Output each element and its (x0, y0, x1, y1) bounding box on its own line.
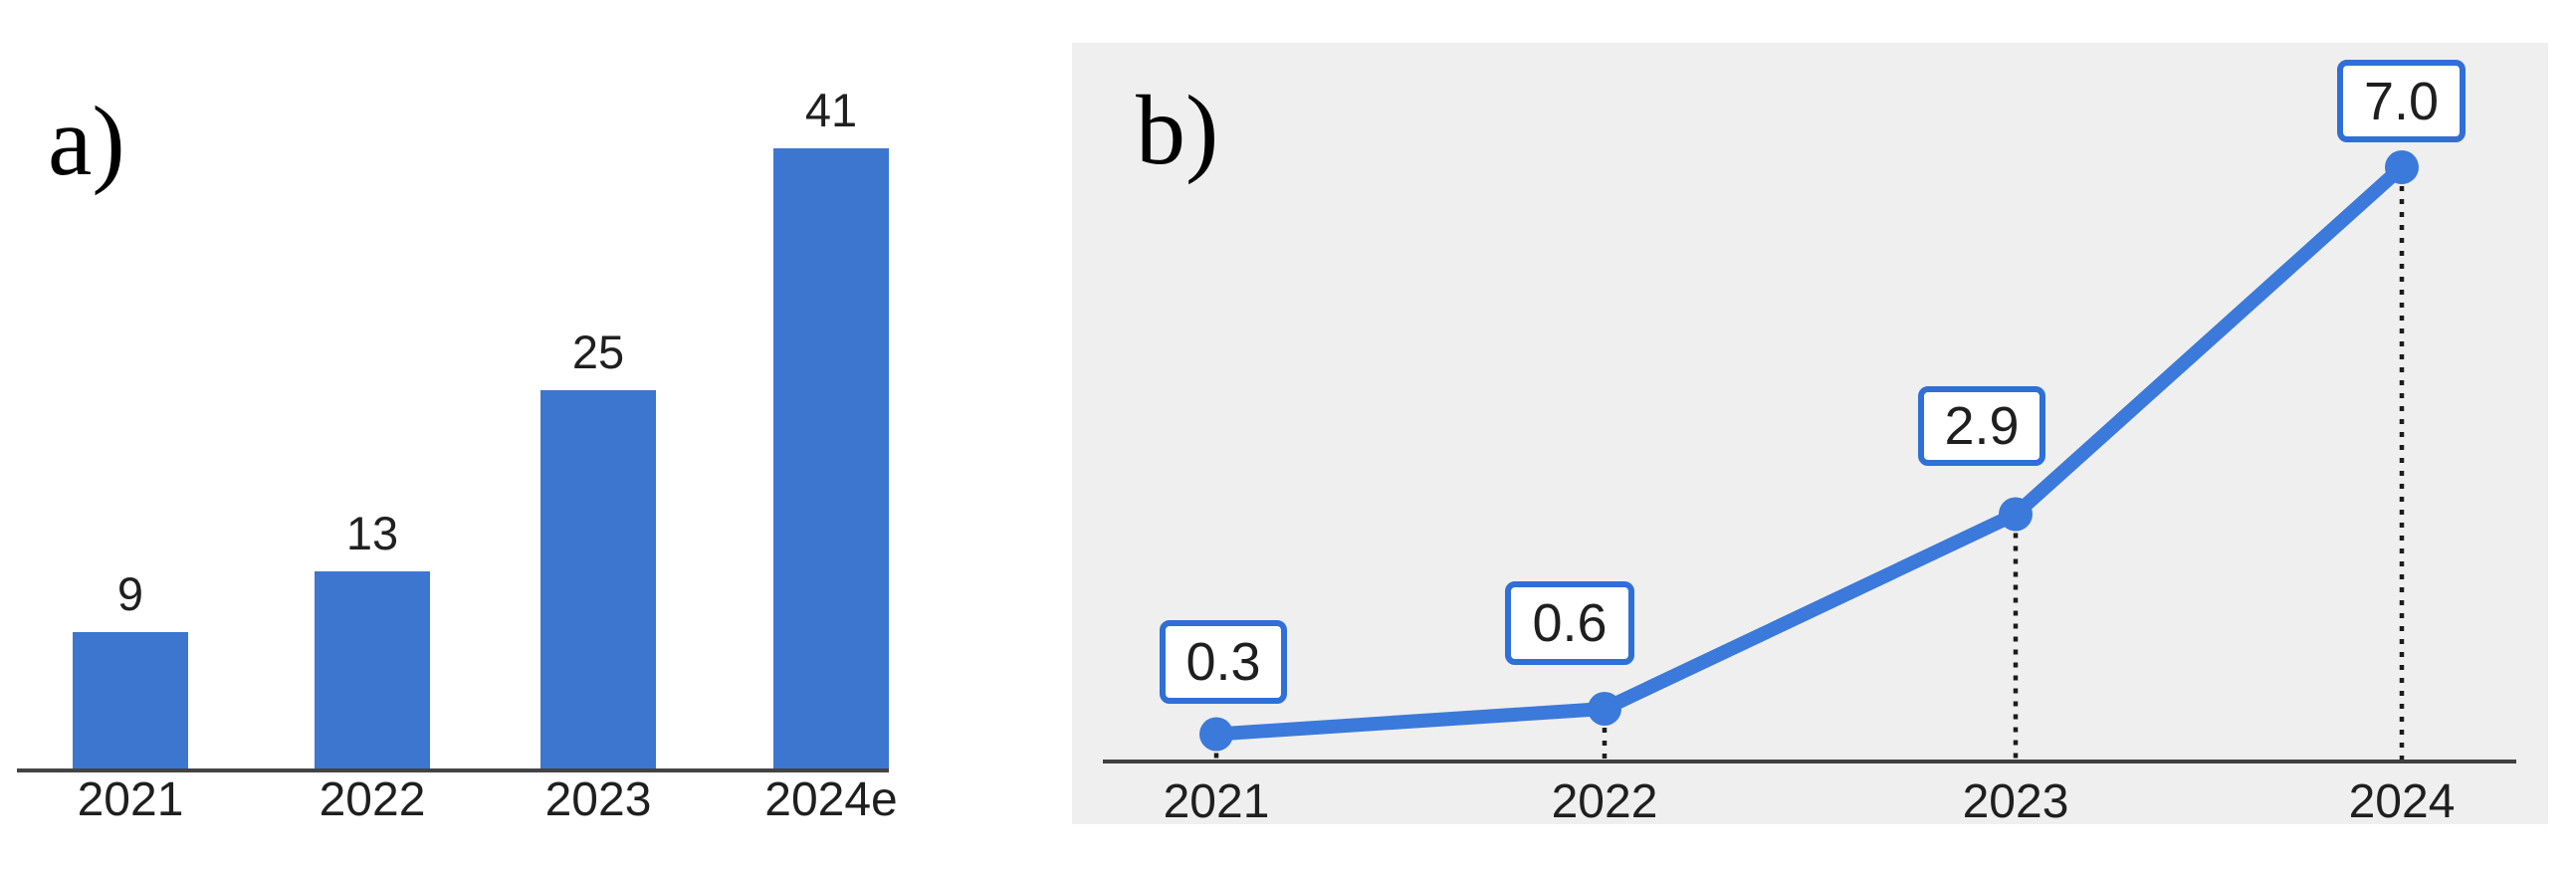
line-chart-panel: b) 0.3 2021 0.6 2022 2.9 2023 7.0 2024 (1072, 43, 2548, 828)
x-axis-label: 2024e (764, 773, 898, 826)
panel-b-label: b) (1136, 75, 1219, 185)
data-point-marker (1588, 692, 1621, 726)
bar (773, 148, 889, 768)
trend-line (1209, 160, 2409, 742)
x-axis-label: 2024 (2348, 775, 2456, 828)
bar (540, 390, 656, 768)
data-label-value: 0.3 (1185, 632, 1261, 692)
panel-a-label: a) (48, 86, 125, 196)
bar-chart-x-axis-line (17, 768, 889, 772)
x-axis-label: 2021 (1163, 775, 1270, 828)
bar-value-label: 41 (804, 84, 858, 136)
data-label-box: 2.9 (1918, 386, 2045, 466)
x-axis-label: 2023 (544, 773, 652, 826)
x-axis-label: 2022 (1551, 775, 1658, 828)
line-chart-x-axis-line (1103, 760, 2516, 764)
bar (315, 571, 430, 768)
data-label-value: 7.0 (2363, 71, 2440, 131)
x-axis-label: 2023 (1962, 775, 2069, 828)
data-label-box: 7.0 (2337, 60, 2466, 142)
x-axis-label: 2021 (77, 773, 184, 826)
data-label-value: 2.9 (1944, 396, 2020, 456)
bar-value-label: 13 (345, 507, 399, 559)
data-label-box: 0.6 (1505, 581, 1634, 665)
data-point-marker (2385, 150, 2419, 184)
bar-chart-panel: a) 9 2021 13 2022 25 2023 41 2024e (0, 0, 898, 874)
x-axis-label: 2022 (319, 773, 426, 826)
bar-value-label: 25 (571, 326, 625, 378)
data-label-box: 0.3 (1160, 620, 1287, 704)
bar (73, 632, 188, 768)
data-point-marker (1199, 717, 1233, 752)
bar-value-label: 9 (116, 567, 144, 620)
data-point-marker (1999, 497, 2033, 532)
line-chart-svg (1199, 150, 2419, 762)
data-label-value: 0.6 (1532, 593, 1608, 653)
